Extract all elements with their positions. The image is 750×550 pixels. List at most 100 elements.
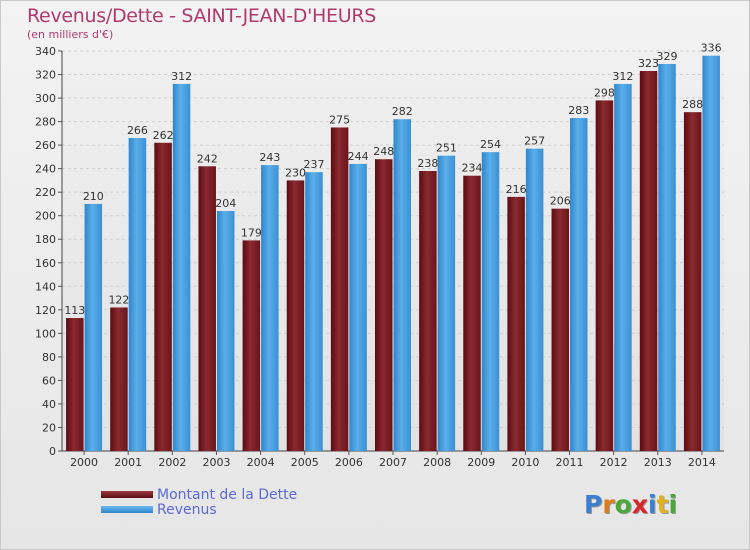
- bar-revenus-2003: [216, 211, 235, 451]
- bar-dette-2003: [198, 166, 216, 451]
- label-dette-2011: 206: [550, 195, 571, 208]
- x-tick-label-2005: 2005: [291, 456, 319, 469]
- y-tick-label: 160: [35, 257, 56, 270]
- x-tick-label-2003: 2003: [202, 456, 230, 469]
- x-tick-label-2013: 2013: [644, 456, 672, 469]
- y-tick-label: 260: [35, 139, 56, 152]
- bar-dette-2001: [110, 307, 128, 451]
- y-tick-label: 0: [49, 445, 56, 458]
- label-revenus-2000: 210: [83, 190, 104, 203]
- logo-letter: i: [648, 490, 657, 519]
- label-dette-2000: 113: [64, 304, 85, 317]
- y-tick-label: 300: [35, 92, 56, 105]
- label-dette-2004: 179: [241, 226, 262, 239]
- y-tick-label: 280: [35, 116, 56, 129]
- label-dette-2012: 298: [594, 86, 615, 99]
- bar-revenus-2014: [702, 55, 720, 452]
- legend: Montant de la Dette Revenus: [101, 486, 298, 518]
- bar-dette-2009: [463, 175, 481, 452]
- bar-revenus-2000: [84, 203, 103, 451]
- bar-dette-2005: [286, 180, 305, 452]
- y-tick-label: 100: [35, 327, 56, 340]
- y-tick-label: 40: [42, 398, 56, 411]
- label-revenus-2011: 283: [568, 104, 589, 117]
- x-tick-label-2001: 2001: [114, 456, 142, 469]
- chart-subtitle: (en milliers d'€): [27, 28, 114, 41]
- y-tick-label: 80: [42, 351, 56, 364]
- bar-revenus-2012: [614, 83, 632, 452]
- y-tick-label: 320: [35, 69, 56, 82]
- label-revenus-2004: 243: [259, 151, 280, 164]
- bar-revenus-2008: [437, 155, 456, 452]
- label-dette-2006: 275: [329, 113, 350, 126]
- bar-dette-2000: [66, 318, 84, 451]
- label-revenus-2014: 336: [701, 42, 722, 55]
- bar-dette-2007: [375, 159, 393, 451]
- y-tick-label: 200: [35, 210, 56, 223]
- y-tick-label: 20: [42, 421, 56, 434]
- label-revenus-2006: 244: [348, 150, 369, 163]
- label-revenus-2010: 257: [524, 135, 545, 148]
- bar-dette-2012: [595, 100, 614, 451]
- legend-swatch-dette: [101, 491, 153, 498]
- x-tick-label-2006: 2006: [335, 456, 363, 469]
- label-revenus-2003: 204: [215, 197, 236, 210]
- label-revenus-2013: 329: [657, 50, 678, 63]
- x-tick-label-2007: 2007: [379, 456, 407, 469]
- x-tick-label-2011: 2011: [556, 456, 584, 469]
- legend-label-dette: Montant de la Dette: [157, 486, 298, 503]
- label-revenus-2002: 312: [171, 70, 192, 83]
- x-tick-label-2002: 2002: [158, 456, 186, 469]
- bar-revenus-2007: [393, 119, 411, 451]
- logo-letter: r: [602, 490, 615, 519]
- logo-letter: t: [656, 490, 669, 519]
- x-tick-label-2000: 2000: [70, 456, 98, 469]
- label-dette-2001: 122: [108, 293, 129, 306]
- label-revenus-2005: 237: [303, 158, 324, 171]
- label-dette-2014: 288: [682, 98, 703, 111]
- y-tick-label: 60: [42, 374, 56, 387]
- legend-item-revenus: Revenus: [101, 501, 297, 518]
- y-tick-label: 240: [35, 163, 56, 176]
- label-revenus-2009: 254: [480, 138, 501, 151]
- legend-label-revenus: Revenus: [157, 501, 217, 518]
- bar-dette-2006: [330, 127, 349, 452]
- y-tick-label: 220: [35, 186, 56, 199]
- logo-letter: o: [614, 490, 632, 519]
- label-dette-2010: 216: [506, 183, 527, 196]
- y-tick-label: 180: [35, 233, 56, 246]
- bar-revenus-2002: [172, 83, 191, 452]
- bar-revenus-2004: [261, 165, 279, 451]
- label-dette-2005: 230: [285, 166, 306, 179]
- y-tick-label: 120: [35, 304, 56, 317]
- logo-letter: i: [668, 490, 678, 519]
- legend-swatch-revenus: [101, 506, 153, 513]
- bar-revenus-2006: [349, 163, 367, 452]
- logo-letter: x: [631, 490, 648, 519]
- label-dette-2008: 238: [417, 157, 438, 170]
- logo-letter: P: [584, 490, 603, 519]
- label-dette-2009: 234: [462, 162, 483, 175]
- label-dette-2007: 248: [373, 145, 394, 158]
- y-tick-label: 140: [35, 280, 56, 293]
- bar-revenus-2013: [658, 63, 676, 452]
- label-revenus-2012: 312: [612, 70, 633, 83]
- legend-item-dette: Montant de la Dette: [101, 486, 298, 503]
- label-dette-2003: 242: [197, 152, 218, 165]
- x-tick-label-2010: 2010: [511, 456, 539, 469]
- label-dette-2013: 323: [638, 57, 659, 70]
- bar-revenus-2010: [525, 148, 544, 451]
- bar-revenus-2001: [128, 138, 147, 451]
- proxiti-logo: Proxiti: [584, 490, 677, 519]
- bar-revenus-2005: [305, 172, 323, 452]
- label-revenus-2001: 266: [127, 124, 148, 137]
- bar-dette-2013: [639, 71, 658, 451]
- chart-title: Revenus/Dette - SAINT-JEAN-D'HEURS: [27, 5, 376, 27]
- label-revenus-2008: 251: [436, 142, 457, 155]
- x-tick-label-2009: 2009: [467, 456, 495, 469]
- bar-revenus-2011: [570, 118, 588, 451]
- label-dette-2002: 262: [153, 129, 174, 142]
- bar-dette-2004: [242, 240, 261, 451]
